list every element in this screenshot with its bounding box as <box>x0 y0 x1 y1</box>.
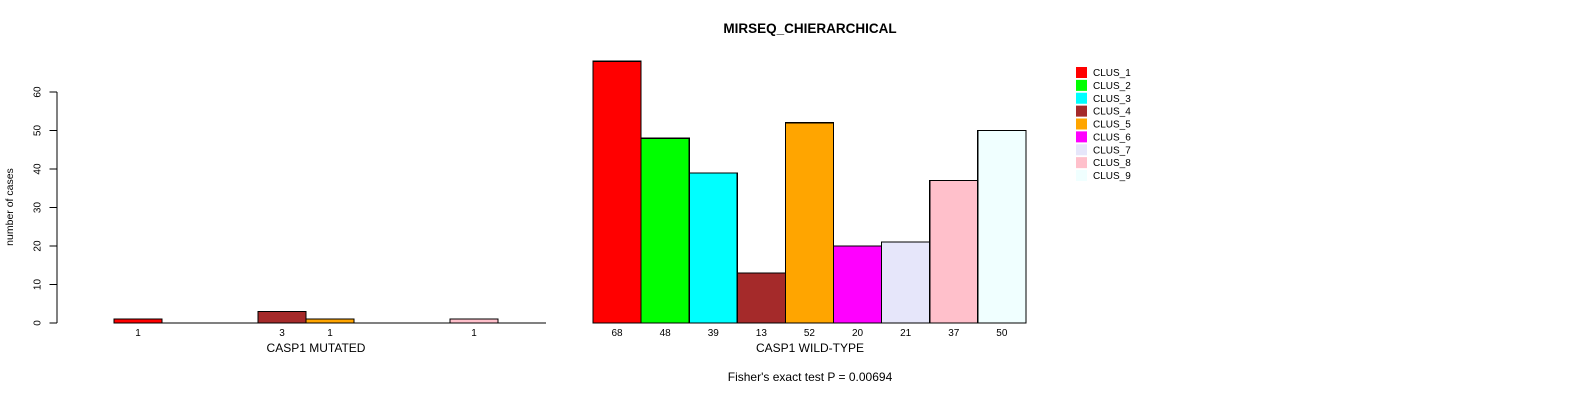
legend-label-clus_8: CLUS_8 <box>1093 158 1131 169</box>
bar-casp1-wild-type-clus_9 <box>977 129 1027 324</box>
legend-swatch-clus_1 <box>1076 67 1087 78</box>
legend-label-clus_9: CLUS_9 <box>1093 171 1131 182</box>
bar-value-label: 3 <box>279 328 285 339</box>
bar-value-label: 21 <box>900 328 912 339</box>
bar-casp1-wild-type-clus_6 <box>832 245 883 324</box>
legend-label-clus_5: CLUS_5 <box>1093 120 1131 131</box>
legend-label-clus_4: CLUS_4 <box>1093 107 1131 118</box>
panel-casp1-mutated: 1 3 1 1 <box>113 310 546 339</box>
bar-casp1-mutated-clus_8 <box>449 318 499 324</box>
chart-title: MIRSEQ_CHIERARCHICAL <box>723 21 896 36</box>
bar-casp1-wild-type-clus_3 <box>688 172 738 324</box>
y-axis-tick-label: 0 <box>33 320 44 326</box>
bar-value-label: 48 <box>660 328 672 339</box>
legend-swatch-clus_9 <box>1076 170 1087 181</box>
bar-value-label: 1 <box>327 328 333 339</box>
y-axis-tick-label: 50 <box>33 125 44 137</box>
y-axis-tick-label: 20 <box>33 240 44 252</box>
legend-label-clus_1: CLUS_1 <box>1093 68 1131 79</box>
y-axis-tick-label: 40 <box>33 163 44 175</box>
legend-swatch-clus_6 <box>1076 131 1087 143</box>
panel-casp1-wild-type: 68 48 39 13 52 20 21 37 50 <box>592 60 1027 339</box>
bar-value-label: 1 <box>135 328 141 339</box>
bar-value-label: 37 <box>948 328 960 339</box>
bar-value-label: 1 <box>471 328 477 339</box>
y-axis-tick-label: 60 <box>33 86 44 98</box>
legend-swatch-clus_3 <box>1076 92 1087 104</box>
bar-casp1-mutated-clus_5 <box>305 318 355 324</box>
bar-casp1-mutated-clus_4 <box>257 310 307 324</box>
bar-casp1-wild-type-clus_2 <box>640 137 690 324</box>
legend-label-clus_2: CLUS_2 <box>1093 81 1131 92</box>
y-axis-tick-label: 10 <box>33 279 44 291</box>
legend-label-clus_7: CLUS_7 <box>1093 145 1131 156</box>
legend-label-clus_6: CLUS_6 <box>1093 132 1131 143</box>
bar-value-label: 50 <box>996 328 1008 339</box>
y-axis-tick-label: 30 <box>33 202 44 214</box>
legend-swatch-clus_4 <box>1076 105 1087 117</box>
x-axis-label-wild-type: CASP1 WILD-TYPE <box>756 341 864 355</box>
y-axis-label: number of cases <box>4 168 16 246</box>
caption-fisher-test: Fisher's exact test P = 0.00694 <box>728 370 893 384</box>
bar-value-label: 39 <box>708 328 720 339</box>
legend-swatch-clus_7 <box>1076 144 1087 156</box>
legend-label-clus_3: CLUS_3 <box>1093 94 1131 105</box>
bar-casp1-wild-type-clus_4 <box>736 272 786 324</box>
bar-value-label: 20 <box>852 328 864 339</box>
bar-casp1-mutated-clus_1 <box>113 318 163 324</box>
bar-casp1-wild-type-clus_7 <box>880 241 931 324</box>
x-axis-label-mutated: CASP1 MUTATED <box>267 341 366 355</box>
y-axis: 0 10 20 30 40 50 60 <box>33 86 58 326</box>
legend-swatch-clus_5 <box>1076 118 1087 130</box>
bar-casp1-wild-type-clus_5 <box>784 122 835 324</box>
bar-casp1-wild-type-clus_8 <box>929 179 979 324</box>
bar-value-label: 13 <box>756 328 768 339</box>
legend-swatch-clus_2 <box>1076 79 1087 91</box>
bar-value-label: 68 <box>611 328 623 339</box>
bar-value-label: 52 <box>804 328 816 339</box>
legend-swatch-clus_8 <box>1076 157 1087 169</box>
bar-casp1-wild-type-clus_1 <box>592 60 642 324</box>
